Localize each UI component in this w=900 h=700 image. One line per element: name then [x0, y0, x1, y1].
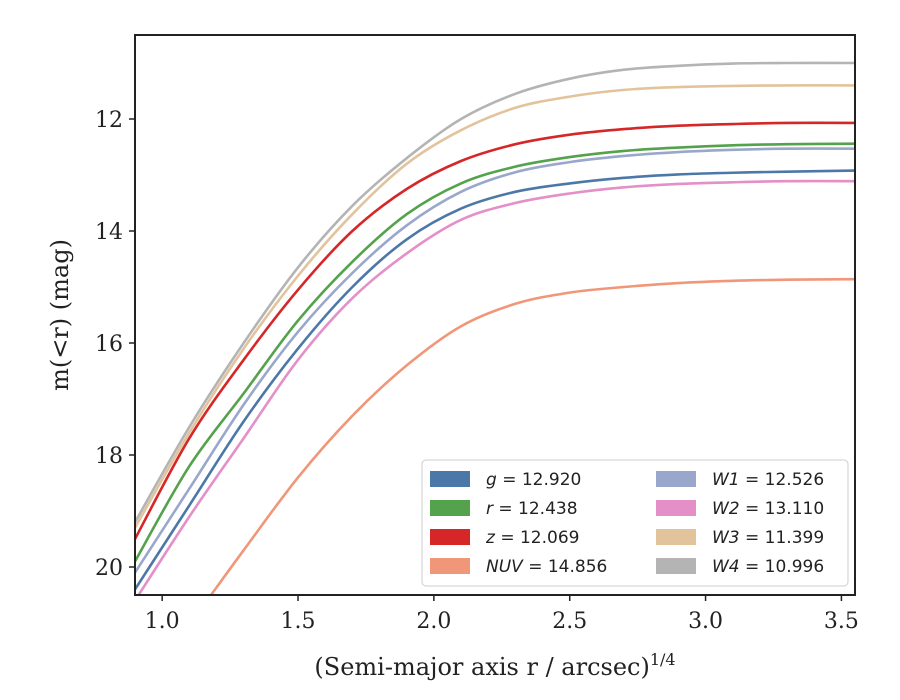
legend-label-w3: W3 = 11.399: [712, 528, 824, 548]
series-line-w2: [137, 179, 855, 595]
series-line-w1: [135, 147, 855, 574]
x-axis-label: (Semi-major axis r / arcsec)1/4: [314, 650, 675, 681]
series-line-nuv: [209, 277, 855, 595]
x-axis: 1.0 1.5 2.0 2.5 3.0 3.5: [145, 595, 859, 634]
series-line-r: [135, 142, 855, 563]
legend-label-r: r = 12.438: [486, 499, 578, 519]
legend-swatch-w4: [656, 558, 696, 574]
legend: g = 12.920 r = 12.438 z = 12.069 NUV = 14.8…: [421, 459, 849, 587]
series-line-z: [135, 121, 855, 541]
x-tick-label: 3.0: [688, 609, 723, 634]
legend-label-g: g = 12.920: [486, 470, 581, 490]
y-tick-label: 12: [95, 108, 123, 133]
series-line-w3: [135, 84, 855, 530]
legend-swatch-w1: [656, 471, 696, 487]
series-layer: [135, 61, 855, 595]
legend-label-w1: W1 = 12.526: [712, 470, 824, 490]
y-axis-label: m(<r) (mag): [46, 239, 74, 391]
x-tick-label: 2.5: [552, 609, 587, 634]
legend-label-z: z = 12.069: [485, 528, 579, 548]
x-axis-label-exponent: 1/4: [650, 650, 676, 669]
legend-label-w2: W2 = 13.110: [712, 499, 824, 519]
legend-entries: g = 12.920 r = 12.438 z = 12.069 NUV = 14.8…: [430, 470, 824, 577]
legend-swatch-r: [430, 500, 470, 516]
legend-swatch-nuv: [430, 558, 470, 574]
legend-swatch-g: [430, 471, 470, 487]
x-axis-label-text: (Semi-major axis r / arcsec): [314, 653, 649, 681]
series-line-w4: [135, 61, 855, 524]
x-tick-label: 3.5: [824, 609, 859, 634]
x-tick-label: 2.0: [416, 609, 451, 634]
plot-frame: [134, 34, 856, 596]
y-axis: 12 14 16 18 20: [95, 108, 135, 581]
y-tick-label: 20: [95, 556, 123, 581]
legend-swatch-w2: [656, 500, 696, 516]
legend-swatch-z: [430, 529, 470, 545]
legend-label-nuv: NUV = 14.856: [486, 557, 607, 577]
legend-label-w4: W4 = 10.996: [712, 557, 824, 577]
legend-frame: [421, 459, 849, 587]
x-tick-label: 1.0: [145, 609, 180, 634]
y-tick-label: 18: [95, 444, 123, 469]
x-tick-label: 1.5: [281, 609, 316, 634]
y-tick-label: 16: [95, 332, 123, 357]
y-tick-label: 14: [95, 220, 123, 245]
legend-swatch-w3: [656, 529, 696, 545]
series-line-g: [135, 169, 855, 591]
